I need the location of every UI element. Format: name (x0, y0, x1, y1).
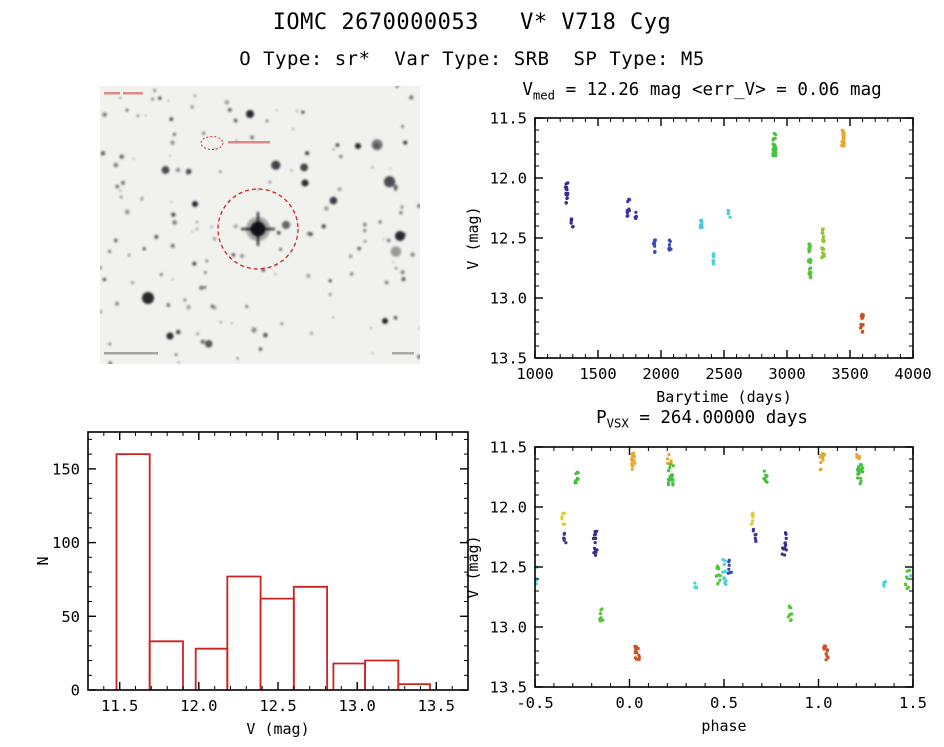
y-tick-label: 50 (61, 608, 80, 626)
y-tick-label: 13.5 (490, 350, 527, 368)
x-tick-label: 13.0 (339, 697, 376, 715)
secondary-source-marker (200, 136, 224, 150)
x-tick-label: 1000 (516, 365, 553, 383)
x-axis-label: Barytime (days) (656, 388, 791, 406)
tiny-annotations (104, 92, 414, 355)
x-tick-label: 12.5 (259, 697, 296, 715)
x-axis-label: V (mag) (246, 720, 309, 738)
x-tick-label: 1.5 (899, 694, 927, 712)
secondary-source-label-mark (228, 141, 270, 144)
x-tick-label: 13.5 (418, 697, 455, 715)
page-title: IOMC 2670000053 V* V718 Cyg (272, 10, 672, 35)
phase-plot: -0.5 0.0 0.5 1.0 1.5 11.5 12.0 12.5 13.0 13.5 phas… (464, 439, 927, 736)
x-tick-label: 4000 (894, 365, 931, 383)
histogram-plot: 11.5 12.0 12.5 13.0 13.5 0 50 100 150 V (mag) N (34, 431, 469, 738)
phase-chart: -0.5 0.0 0.5 1.0 1.5 11.5 12.0 12.5 13.0 13.5 phas… (460, 428, 944, 747)
x-tick-label: 2000 (642, 365, 679, 383)
starfield-image (100, 86, 420, 364)
x-tick-label: 3000 (768, 365, 805, 383)
y-axis-label: V (mag) (464, 206, 482, 269)
phase-title: PVSX = 264.00000 days (460, 408, 944, 431)
survey-label-mark (123, 92, 143, 95)
x-axis-label: phase (701, 717, 746, 735)
x-tick-label: 1500 (579, 365, 616, 383)
lightcurve-chart: 1000 1500 2000 2500 3000 3500 4000 11.5 12.0 12.5… (460, 100, 944, 412)
field-stars (100, 86, 420, 364)
page-subtitle: O Type: sr* Var Type: SRB SP Type: M5 (239, 48, 705, 70)
x-tick-label: 0.0 (616, 694, 644, 712)
x-tick-label: 3500 (831, 365, 868, 383)
title-subscript: med (532, 88, 556, 103)
axes: 11.5 12.0 12.5 13.0 13.5 0 50 100 150 V (mag) N (34, 431, 469, 738)
scatter-points (563, 128, 865, 334)
survey-label-mark (104, 92, 120, 95)
y-tick-label: 12.5 (490, 230, 527, 248)
title-text: = 264.00000 days (628, 408, 808, 428)
x-tick-label: -0.5 (516, 694, 553, 712)
finding-chart (100, 86, 420, 364)
axes: 1000 1500 2000 2500 3000 3500 4000 11.5 12.0 12.5… (464, 110, 932, 407)
y-tick-label: 11.5 (490, 110, 527, 128)
x-tick-label: 12.0 (180, 697, 217, 715)
title-text: V (522, 80, 533, 100)
lightcurve-title: Vmed = 12.26 mag <err_V> = 0.06 mag (460, 80, 944, 103)
y-tick-label: 12.5 (490, 559, 527, 577)
coordinates-label-mark (104, 352, 158, 355)
y-tick-label: 13.5 (490, 679, 527, 697)
x-tick-label: 0.5 (710, 694, 738, 712)
x-tick-label: 11.5 (101, 697, 138, 715)
y-tick-label: 13.0 (490, 619, 527, 637)
x-tick-label: 1.0 (805, 694, 833, 712)
x-tick-label: 2500 (705, 365, 742, 383)
y-tick-label: 12.0 (490, 499, 527, 517)
lightcurve-plot: 1000 1500 2000 2500 3000 3500 4000 11.5 12.0 12.5… (464, 110, 932, 407)
scatter-points (534, 451, 913, 662)
scale-label-mark (392, 352, 414, 355)
y-axis-label: N (34, 556, 52, 565)
title-text: = 12.26 mag <err_V> = 0.06 mag (555, 80, 882, 100)
aperture-circle (217, 188, 299, 270)
y-tick-label: 12.0 (490, 170, 527, 188)
y-tick-label: 100 (52, 534, 80, 552)
title-subscript: VSX (606, 416, 629, 431)
y-tick-label: 0 (71, 682, 80, 700)
y-tick-label: 13.0 (490, 290, 527, 308)
title-text: P (596, 408, 607, 428)
y-tick-label: 150 (52, 460, 80, 478)
histogram-chart: 11.5 12.0 12.5 13.0 13.5 0 50 100 150 V (mag) N (30, 418, 482, 747)
y-tick-label: 11.5 (490, 439, 527, 457)
histogram-bars (115, 453, 431, 690)
target-star (241, 212, 275, 246)
